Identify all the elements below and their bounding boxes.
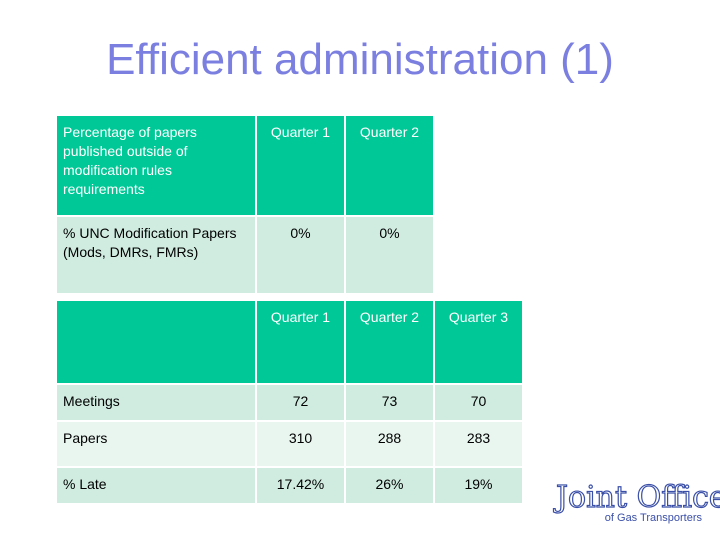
header-cell: Quarter 1 [255, 114, 346, 217]
table-cell: 17.42% [255, 466, 346, 505]
logo-sub-text: of Gas Transporters [604, 512, 702, 524]
row-label: % Late [55, 466, 257, 505]
table-row: % UNC Modification Papers (Mods, DMRs, F… [55, 215, 435, 295]
header-cell: Quarter 3 [433, 299, 524, 385]
table-cell: 0% [344, 215, 435, 295]
header-cell [55, 299, 257, 385]
table-cell: 26% [344, 466, 435, 505]
table-row: % Late 17.42% 26% 19% [55, 466, 524, 505]
table-header-row: Percentage of papers published outside o… [55, 114, 435, 217]
header-cell: Percentage of papers published outside o… [55, 114, 257, 217]
table-cell: 19% [433, 466, 524, 505]
table-header-row: Quarter 1 Quarter 2 Quarter 3 [55, 299, 524, 385]
row-label: Meetings [55, 383, 257, 422]
table-row: Papers 310 288 283 [55, 420, 524, 468]
table-cell: 0% [255, 215, 346, 295]
row-label: % UNC Modification Papers (Mods, DMRs, F… [55, 215, 257, 295]
papers-outside-rules-table: Percentage of papers published outside o… [55, 114, 435, 295]
table-cell: 70 [433, 383, 524, 422]
table-cell: 283 [433, 420, 524, 468]
slide-title: Efficient administration (1) [106, 35, 614, 84]
joint-office-logo: Joint Office of Gas Transporters [555, 479, 720, 526]
table-cell: 73 [344, 383, 435, 422]
logo-main-text: Joint Office [555, 479, 720, 515]
table-cell: 310 [255, 420, 346, 468]
table-row: Meetings 72 73 70 [55, 383, 524, 422]
meetings-papers-table: Quarter 1 Quarter 2 Quarter 3 Meetings 7… [55, 299, 524, 505]
table-cell: 72 [255, 383, 346, 422]
header-cell: Quarter 2 [344, 114, 435, 217]
header-cell: Quarter 2 [344, 299, 435, 385]
row-label: Papers [55, 420, 257, 468]
header-cell: Quarter 1 [255, 299, 346, 385]
table-cell: 288 [344, 420, 435, 468]
